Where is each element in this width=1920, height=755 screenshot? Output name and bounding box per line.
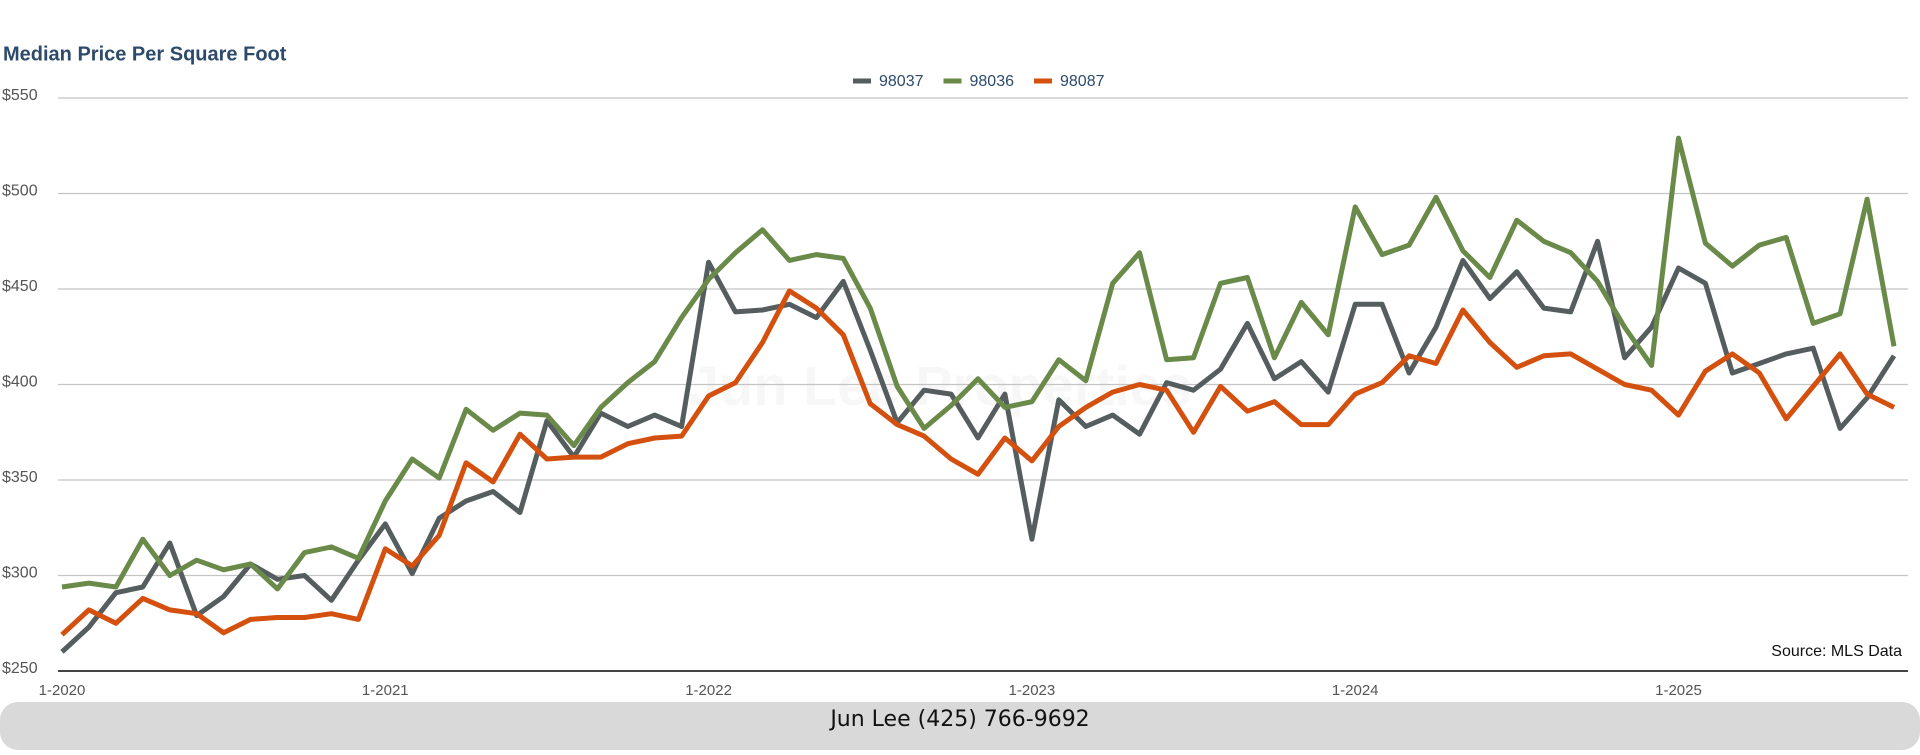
x-tick-label: 1-2024 [1332, 682, 1379, 699]
footer-band [0, 702, 1920, 750]
y-tick-label: $450 [2, 278, 38, 295]
legend: 98037 98036 98087 [853, 73, 1105, 90]
y-tick-label: $250 [2, 660, 38, 677]
y-tick-label: $350 [2, 469, 38, 486]
x-tick-label: 1-2023 [1009, 682, 1056, 699]
legend-label: 98087 [1060, 73, 1105, 90]
x-tick-label: 1-2020 [39, 682, 86, 699]
x-tick-label: 1-2022 [685, 682, 732, 699]
series-line [60, 288, 1896, 637]
legend-label: 98037 [879, 73, 924, 90]
y-tick-label: $300 [2, 565, 38, 582]
series-line [61, 135, 1897, 592]
y-tick-label: $550 [2, 87, 38, 104]
x-tick-label: 1-2021 [362, 682, 409, 699]
series-line [60, 238, 1897, 654]
chart-title: Median Price Per Square Foot [3, 43, 287, 65]
y-tick-label: $400 [2, 374, 38, 391]
y-tick-label: $500 [2, 183, 38, 200]
x-tick-label: 1-2025 [1655, 682, 1702, 699]
watermark: Jun Lee Properties [688, 354, 1192, 417]
source-note: Source: MLS Data [1771, 643, 1902, 660]
footer-text: Jun Lee (425) 766-9692 [828, 707, 1089, 732]
legend-label: 98036 [970, 73, 1015, 90]
